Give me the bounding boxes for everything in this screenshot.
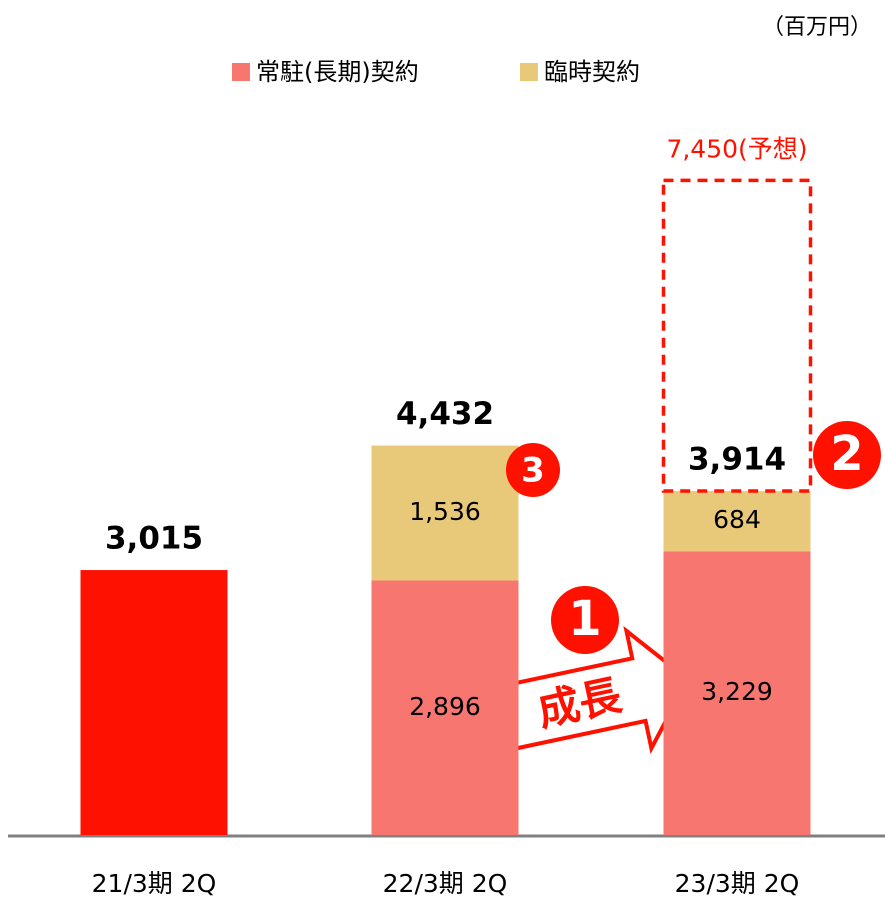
segment-label: 1,536 (409, 497, 481, 526)
segment-label: 2,896 (409, 692, 481, 721)
badge (506, 443, 560, 497)
legend-label: 臨時契約 (544, 58, 640, 86)
bar-segment (371, 445, 519, 581)
forecast-label: 7,450(予想) (666, 134, 807, 163)
legend-label: 常駐(長期)契約 (256, 58, 419, 86)
bar-segment (663, 551, 811, 835)
segment-label: 3,229 (701, 677, 773, 706)
x-tick-label: 23/3期 2Q (675, 869, 800, 898)
x-tick-label: 22/3期 2Q (383, 869, 508, 898)
total-label: 3,015 (105, 521, 203, 557)
unit-label: （百万円） (762, 15, 872, 40)
bar-segment (663, 491, 811, 552)
x-tick-label: 21/3期 2Q (92, 869, 217, 898)
bar-segment (371, 580, 519, 835)
total-label: 3,914 (688, 442, 786, 478)
legend-swatch (232, 63, 250, 81)
forecast-box (661, 178, 813, 493)
segment-label: 684 (713, 505, 761, 534)
badge-label: 3 (521, 451, 545, 491)
badge-label: 1 (568, 591, 601, 647)
total-label: 4,432 (396, 396, 494, 432)
bar (80, 570, 228, 835)
badge (813, 421, 881, 489)
badge (551, 586, 619, 654)
legend-swatch (520, 63, 538, 81)
badge-label: 2 (830, 426, 863, 482)
